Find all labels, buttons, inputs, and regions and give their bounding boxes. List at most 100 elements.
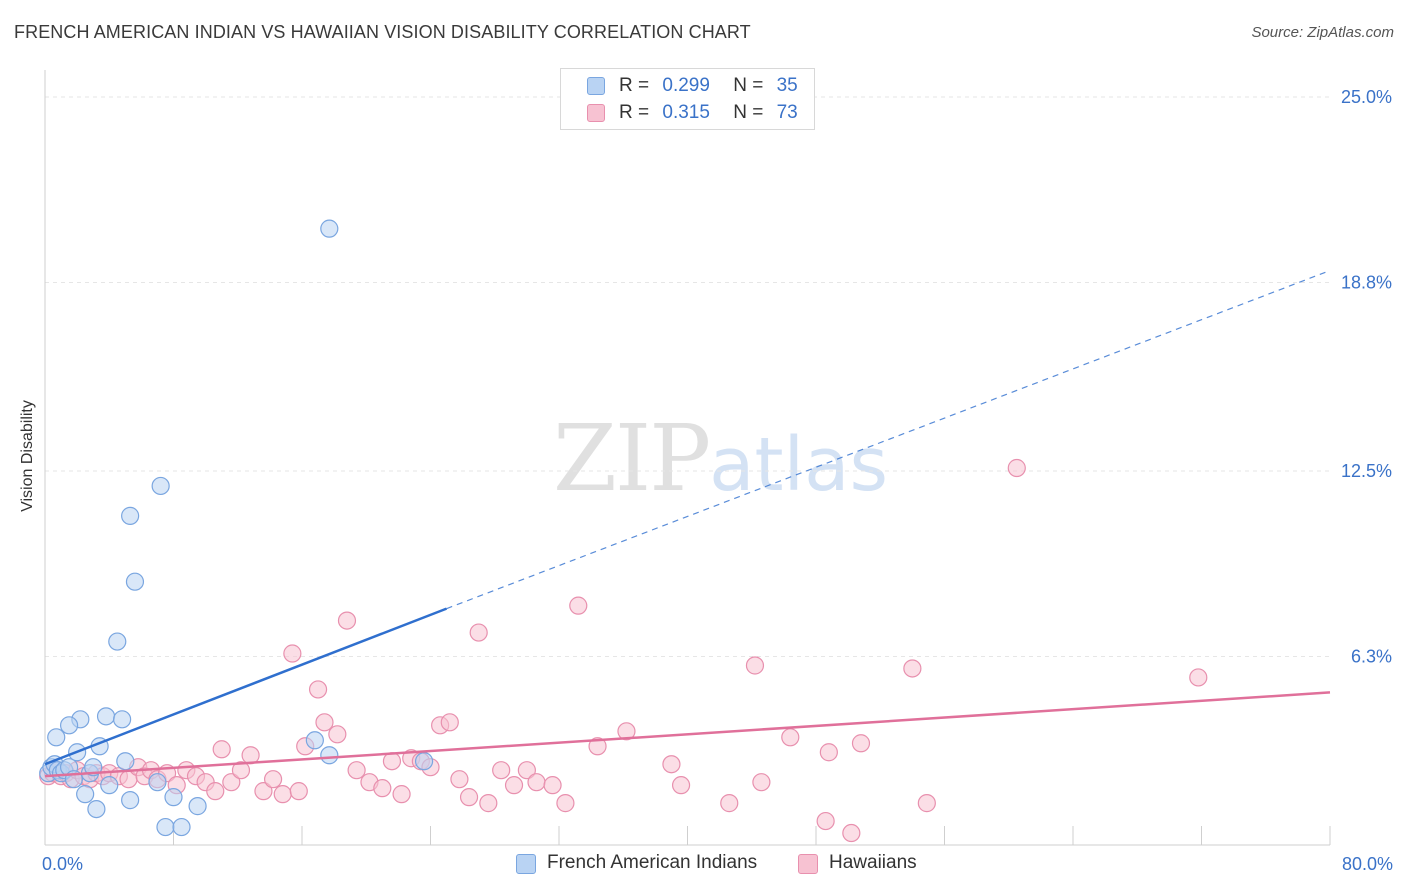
hawaiians-point-65 <box>745 656 765 675</box>
french-american-indians-point-24 <box>151 476 170 496</box>
french-american-indians-point-29 <box>59 716 79 735</box>
chart-title: FRENCH AMERICAN INDIAN VS HAWAIIAN VISIO… <box>14 22 751 42</box>
french-american-indians-point-10 <box>76 785 95 804</box>
hawaiians-point-53 <box>504 776 524 795</box>
axes <box>44 70 1331 846</box>
hawaiians-point-42 <box>392 785 411 804</box>
watermark-atlas: atlas <box>709 422 888 508</box>
legend-r-value: 0.315 <box>662 102 710 123</box>
legend-n-value: 73 <box>776 102 798 123</box>
legend-swatch-blue <box>516 854 536 874</box>
y-tick-label-0: 6.3% <box>1351 647 1392 667</box>
hawaiians-point-30 <box>273 785 292 804</box>
hawaiians-point-71 <box>903 659 922 678</box>
hawaiians-point-62 <box>671 776 691 795</box>
legend-swatch-blue <box>587 77 605 95</box>
french-american-indians-point-16 <box>100 776 119 795</box>
hawaiians-point-68 <box>819 743 838 762</box>
hawaiians-point-67 <box>816 811 835 831</box>
trend-line-hawaiians <box>44 691 1331 778</box>
french-american-indians-point-32 <box>305 731 324 750</box>
hawaiians-point-35 <box>315 713 334 732</box>
legend-n-value: 35 <box>776 75 798 96</box>
watermark-zip: ZIP <box>553 405 711 512</box>
hawaiians-point-50 <box>469 623 488 642</box>
hawaiians-point-70 <box>851 734 871 753</box>
hawaiians-point-32 <box>289 782 308 801</box>
hawaiians-point-66 <box>781 728 800 747</box>
hawaiians-point-55 <box>527 773 546 792</box>
trend-line-french-american-indians-extension <box>446 269 1331 610</box>
french-american-indians-point-21 <box>125 572 145 591</box>
french-american-indians-point-15 <box>96 707 116 726</box>
french-american-indians-point-13 <box>87 799 106 819</box>
y-tick-label-3: 25.0% <box>1341 87 1392 107</box>
hawaiians-point-51 <box>479 794 498 813</box>
hawaiians-point-59 <box>588 737 607 756</box>
french-american-indians-point-25 <box>156 817 175 837</box>
hawaiians-point-24 <box>212 740 231 759</box>
hawaiians-point-25 <box>222 773 241 792</box>
french-american-indians-point-31 <box>320 219 339 238</box>
hawaiians-point-60 <box>617 722 636 741</box>
legend-n-label: N = <box>733 102 764 123</box>
hawaiians-point-72 <box>917 794 936 813</box>
hawaiians-point-47 <box>440 713 459 732</box>
legend-label: French American Indians <box>547 852 758 873</box>
y-tick-label-1: 12.5% <box>1341 461 1392 481</box>
series-legend: French American Indians Hawaiians <box>0 852 1406 876</box>
french-american-indians-point-26 <box>164 788 183 807</box>
hawaiians-point-34 <box>308 680 328 699</box>
french-american-indians-point-28 <box>188 797 207 816</box>
trend-lines <box>44 269 1331 778</box>
hawaiians-point-74 <box>1189 668 1208 687</box>
french-american-indians-point-22 <box>121 791 140 810</box>
chart-source: Source: ZipAtlas.com <box>1251 24 1394 41</box>
hawaiians-point-49 <box>459 788 479 807</box>
french-american-indians-point-34 <box>414 752 434 771</box>
correlation-legend: R = 0.299 N = 35 R = 0.315 N = 73 <box>560 68 815 130</box>
grid-lines <box>45 96 1330 658</box>
hawaiians-point-54 <box>517 761 536 780</box>
french-american-indians-point-30 <box>47 728 66 747</box>
x-tick-label-min: 0.0% <box>42 854 83 874</box>
hawaiians-point-69 <box>842 823 861 843</box>
hawaiians-point-57 <box>556 794 575 813</box>
legend-label: Hawaiians <box>829 852 917 873</box>
hawaiians-point-41 <box>382 752 402 771</box>
watermark: ZIPatlas <box>553 405 888 512</box>
legend-text-pink: R = 0.315 N = 73 <box>619 102 798 124</box>
legend-text-blue: R = 0.299 N = 35 <box>619 75 798 97</box>
y-tick-label-2: 18.8% <box>1341 273 1392 293</box>
hawaiians-point-29 <box>263 770 283 789</box>
hawaiians-point-48 <box>450 770 469 789</box>
hawaiians-point-52 <box>492 761 511 780</box>
hawaiians-points <box>39 458 1208 843</box>
hawaiians-point-38 <box>347 761 366 780</box>
hawaiians-point-56 <box>543 776 562 795</box>
legend-swatch-pink <box>798 854 818 874</box>
french-american-indians-point-20 <box>121 506 140 525</box>
hawaiians-point-64 <box>752 773 771 792</box>
hawaiians-point-61 <box>662 755 681 774</box>
french-american-indians-point-12 <box>84 758 103 777</box>
hawaiians-point-37 <box>337 611 357 630</box>
hawaiians-point-40 <box>373 779 392 798</box>
hawaiians-point-31 <box>283 644 302 663</box>
french-american-indians-point-18 <box>112 710 132 729</box>
trend-line-french-american-indians <box>44 607 448 766</box>
legend-r-label: R = <box>619 75 650 96</box>
hawaiians-point-26 <box>231 761 251 780</box>
tick-labels: 6.3% 12.5% 18.8% 25.0% 0.0% 80.0% <box>42 87 1393 874</box>
legend-n-label: N = <box>733 75 764 96</box>
hawaiians-point-58 <box>569 596 588 615</box>
hawaiians-point-63 <box>720 794 739 813</box>
french-american-indians-point-19 <box>116 752 135 771</box>
hawaiians-point-28 <box>254 782 273 801</box>
legend-swatch-pink <box>587 104 605 122</box>
french-american-indians-point-33 <box>320 746 339 765</box>
french-american-indians-point-27 <box>172 817 191 837</box>
legend-r-label: R = <box>619 102 650 123</box>
french-american-indians-point-17 <box>108 632 127 651</box>
